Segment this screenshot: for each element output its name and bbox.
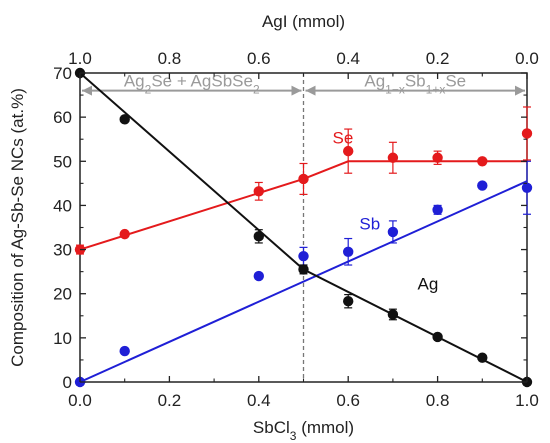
ag-data-point (119, 114, 130, 125)
x2-tick-label: 0.8 (158, 49, 182, 68)
series-se (74, 106, 533, 255)
series-sb (74, 160, 533, 388)
right-region-arrowhead-left (305, 85, 316, 96)
left-region-label: Ag2Se + AgSbSe2 (124, 72, 260, 97)
sb-data-point (253, 270, 264, 282)
x-tick-label: 0.4 (247, 391, 271, 410)
x-tick-label: 0.6 (336, 391, 360, 410)
x2-tick-label: 0.4 (336, 49, 360, 68)
right-region-label-part: Sb (405, 72, 426, 91)
y-tick-label: 20 (53, 285, 72, 304)
right-region-label-sub: 1−x (385, 83, 405, 97)
phase-region-layer: Ag2Se + AgSbSe2 Ag1−xSb1+xSe (82, 72, 525, 382)
x-tick-label: 0.2 (158, 391, 182, 410)
series-ag (74, 67, 533, 388)
x2-tick-label: 0.6 (247, 49, 271, 68)
series-layer: Se Sb Ag (74, 67, 533, 388)
right-region-label-part: Se (445, 72, 466, 91)
left-region-label-sub: 2 (145, 83, 152, 97)
se-data-point (119, 228, 130, 240)
right-region-label: Ag1−xSb1+xSe (364, 72, 466, 97)
y-tick-label: 40 (53, 196, 72, 215)
x-axis-title-sub: 3 (290, 429, 297, 443)
se-data-point (477, 156, 488, 167)
ag-data-point (432, 331, 443, 343)
left-region-arrowhead-right (291, 85, 302, 96)
se-data-point (521, 128, 533, 139)
x-tick-label: 1.0 (515, 391, 539, 410)
right-region-label-part: Ag (364, 72, 385, 91)
series-label-sb: Sb (359, 215, 380, 234)
x-tick-label: 0.8 (426, 391, 450, 410)
se-data-point (387, 152, 399, 163)
ag-data-point (298, 264, 309, 275)
y-tick-label: 10 (53, 329, 72, 348)
left-region-label-part: Ag (124, 72, 145, 91)
x2-tick-label: 1.0 (68, 49, 92, 68)
sb-data-point (387, 226, 399, 238)
x2-axis-title: AgI (mmol) (262, 12, 345, 31)
ag-data-point (387, 309, 399, 320)
sb-data-point (343, 246, 354, 257)
se-data-point (298, 173, 309, 185)
ag-data-point (343, 296, 354, 307)
y-tick-label: 30 (53, 241, 72, 260)
series-label-ag: Ag (417, 274, 438, 293)
sb-fit-line (79, 180, 528, 383)
x-axis-title: SbCl3 (mmol) (253, 418, 354, 443)
se-data-point (253, 186, 264, 197)
left-region-label-sub: 2 (253, 83, 260, 97)
left-region-label-part: Se + AgSbSe (151, 72, 253, 91)
axis-layer: 0.0 0.2 0.4 0.6 0.8 1.01.0 0.8 0.6 0.4 0.2 0.00102… (8, 12, 539, 443)
right-region-label-sub: 1+x (426, 83, 446, 97)
left-region-arrowhead-left (82, 85, 92, 96)
se-data-point (432, 152, 443, 163)
sb-data-point (432, 204, 443, 216)
x-tick-label: 0.0 (68, 391, 92, 410)
sb-data-point (521, 182, 533, 193)
y-tick-label: 50 (53, 152, 72, 171)
y-axis-title: Composition of Ag-Sb-Se NCs (at.%) (8, 88, 27, 367)
sb-data-point (477, 180, 488, 191)
x-axis-title-part: (mmol) (296, 418, 354, 437)
se-data-point (343, 145, 354, 157)
x2-tick-label: 0.0 (515, 49, 539, 68)
y-tick-label: 0 (63, 373, 72, 392)
right-region-arrowhead-right (515, 85, 525, 96)
series-label-se: Se (333, 129, 354, 148)
ag-data-point (477, 352, 488, 363)
sb-data-point (119, 345, 130, 357)
sb-data-point (298, 250, 309, 262)
y-tick-label: 60 (53, 108, 72, 127)
y-tick-label: 70 (53, 64, 72, 83)
x-axis-title-part: SbCl (253, 418, 290, 437)
ag-data-point (253, 231, 264, 242)
x2-tick-label: 0.2 (426, 49, 450, 68)
